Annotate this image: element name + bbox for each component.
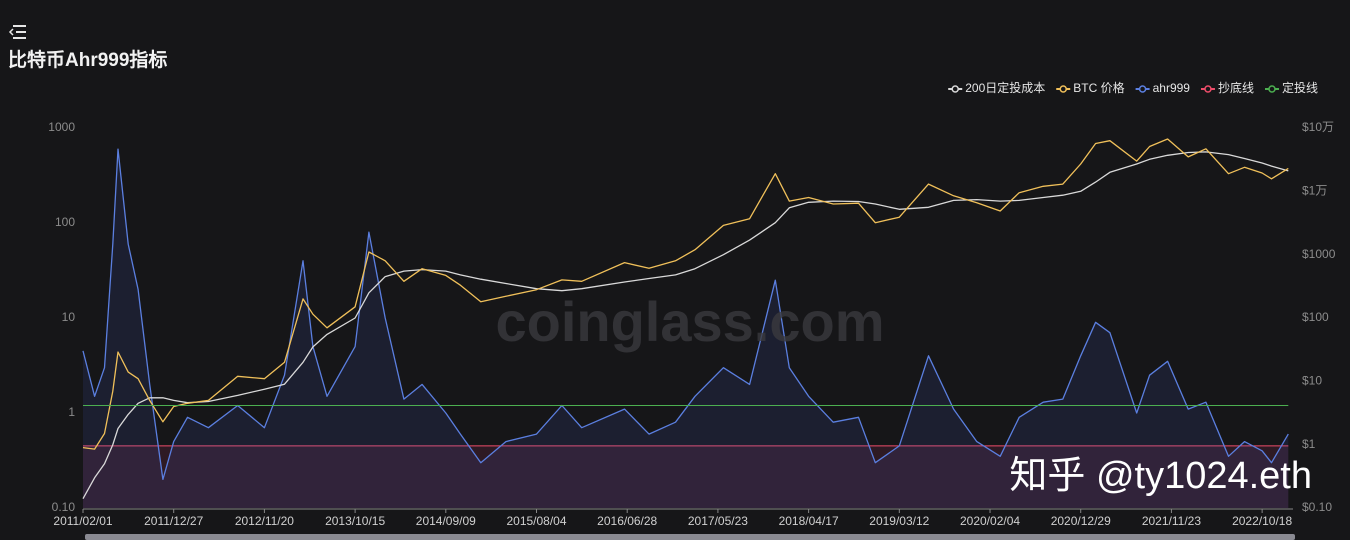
y2-tick-label: $1000 — [1302, 247, 1336, 261]
y-tick-label: 1000 — [48, 120, 75, 134]
x-tick-label: 2011/02/01 — [53, 514, 112, 528]
y2-tick-label: $0.10 — [1302, 500, 1332, 514]
x-tick-label: 2015/08/04 — [506, 514, 566, 528]
legend-label: ahr999 — [1153, 81, 1191, 95]
series-line — [82, 138, 1289, 450]
legend-marker — [1268, 85, 1276, 93]
y-tick-label: 1 — [68, 405, 75, 419]
series-area — [83, 445, 1289, 508]
legend-marker — [1138, 85, 1147, 93]
x-tick-label: 2012/11/20 — [235, 514, 294, 528]
y-tick-label: 100 — [55, 215, 75, 229]
y2-tick-label: $1万 — [1302, 184, 1327, 198]
x-tick-label: 2017/05/23 — [688, 514, 748, 528]
watermark: coinglass.com — [495, 290, 884, 353]
x-tick-label: 2018/04/17 — [779, 514, 839, 528]
x-tick-label: 2013/10/15 — [325, 514, 385, 528]
y2-tick-label: $10 — [1302, 374, 1322, 388]
y2-tick-label: $100 — [1302, 310, 1329, 324]
legend-marker — [951, 85, 959, 93]
y-tick-label: 10 — [62, 310, 76, 324]
legend-marker — [1059, 85, 1067, 93]
scrollbar[interactable] — [85, 534, 1295, 540]
watermark-author: 知乎 @ty1024.eth — [1009, 455, 1312, 497]
y2-tick-label: $10万 — [1302, 120, 1334, 134]
chart-title: 比特币Ahr999指标 — [8, 49, 167, 71]
legend-label: 抄底线 — [1218, 80, 1254, 95]
x-tick-label: 2021/11/23 — [1142, 514, 1201, 528]
legend-label: 200日定投成本 — [965, 80, 1045, 95]
legend-marker — [1204, 85, 1212, 93]
x-tick-label: 2020/12/29 — [1051, 514, 1111, 528]
x-tick-label: 2011/12/27 — [144, 514, 203, 528]
y2-tick-label: $1 — [1302, 437, 1316, 451]
x-tick-label: 2014/09/09 — [416, 514, 476, 528]
menu-icon[interactable] — [8, 25, 26, 39]
y-tick-label: 0.10 — [52, 500, 76, 514]
x-tick-label: 2016/06/28 — [597, 514, 657, 528]
legend-label: BTC 价格 — [1073, 80, 1124, 95]
legend-label: 定投线 — [1282, 80, 1318, 95]
series-line — [82, 148, 1289, 481]
x-tick-label: 2022/10/18 — [1232, 514, 1292, 528]
series-area — [83, 149, 1289, 508]
x-tick-label: 2019/03/12 — [869, 514, 929, 528]
x-tick-label: 2020/02/04 — [960, 514, 1020, 528]
